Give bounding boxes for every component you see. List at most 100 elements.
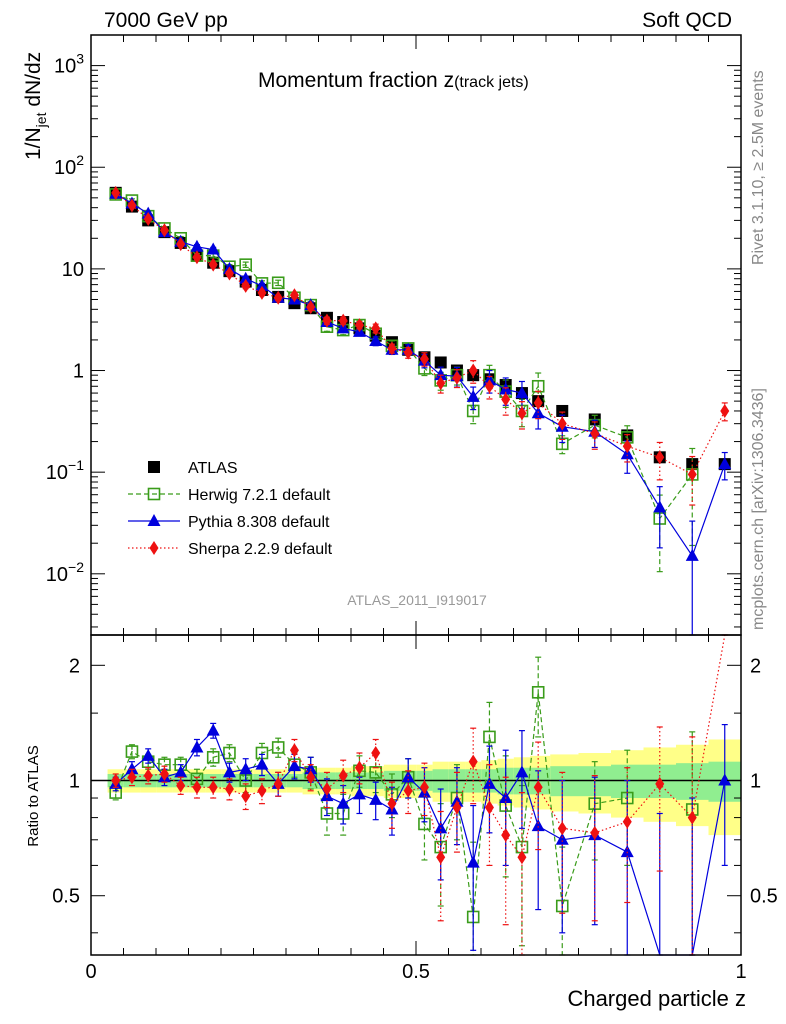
main-sherpa-point — [289, 288, 299, 303]
main-ytick-label: 10−2 — [46, 559, 84, 586]
main-sherpa-point — [452, 370, 462, 385]
header-left: 7000 GeV pp — [104, 9, 228, 32]
ratio-sherpa-point — [468, 754, 478, 769]
ratio-pythia-point — [482, 776, 496, 789]
ratio-sherpa-point — [557, 821, 567, 836]
ratio-ytick-label-left: 2 — [69, 655, 80, 677]
legend-item-atlas: ATLAS — [148, 460, 238, 477]
main-ytick-label: 1 — [73, 361, 84, 383]
main-sherpa-line — [115, 192, 726, 476]
xtick-label: 0.5 — [402, 961, 430, 983]
ratio-pythia-point — [531, 819, 545, 832]
main-pythia-point — [239, 271, 253, 284]
ratio-pythia-point — [466, 855, 480, 868]
ratio-sherpa-line — [115, 634, 726, 860]
ratio-ytick-label-right: 1 — [750, 771, 761, 793]
ratio-pythia-point — [222, 765, 236, 778]
main-herwig-point — [239, 258, 252, 271]
legend-marker-pythia — [147, 514, 161, 526]
ratio-sherpa-point — [517, 850, 527, 865]
main-sherpa-point — [192, 250, 202, 265]
legend-label-pythia: Pythia 8.308 default — [188, 514, 330, 531]
ratio-sherpa-point — [436, 850, 446, 865]
main-ytick-label: 102 — [54, 152, 84, 179]
main-sherpa-point — [517, 406, 527, 421]
ratio-sherpa-point — [687, 810, 697, 825]
ratio-pythia-point — [336, 796, 350, 809]
legend-item-herwig: Herwig 7.2.1 default — [128, 487, 331, 504]
svg-text:1/Njet dN/dz: 1/Njet dN/dz — [22, 52, 49, 160]
main-sherpa-point — [419, 351, 429, 366]
ratio-pythia-point — [255, 757, 269, 770]
ratio-sherpa-point — [273, 776, 283, 791]
main-sherpa-point — [687, 467, 697, 482]
ratio-sherpa-point — [241, 789, 251, 804]
ratio-pythia-point — [555, 832, 569, 845]
legend-label-herwig: Herwig 7.2.1 default — [188, 487, 331, 504]
main-pythia-point — [206, 242, 220, 255]
main-pythia-point — [515, 386, 529, 399]
main-pythia-point — [718, 457, 732, 470]
main-ylabel: 1/Njet dN/dz — [22, 52, 49, 160]
ratio-sherpa-point — [306, 770, 316, 785]
main-atlas-point — [686, 458, 699, 471]
ratio-pythia-point — [352, 787, 366, 800]
legend-marker-herwig — [147, 487, 161, 501]
ratio-sherpa-point — [403, 783, 413, 798]
ratio-sherpa-point — [590, 825, 600, 840]
main-sherpa-point — [306, 300, 316, 315]
main-pythia-point — [369, 334, 383, 347]
main-sherpa-point — [159, 223, 169, 238]
xtick-label: 1 — [735, 961, 746, 983]
ratio-herwig-point — [369, 766, 383, 779]
main-sherpa-point — [371, 321, 381, 336]
main-pythia-point — [190, 239, 204, 252]
main-sherpa-point — [436, 376, 446, 391]
ratio-ylabel: Ratio to ATLAS — [25, 745, 42, 846]
main-sherpa-point — [403, 345, 413, 360]
ratio-sherpa-point — [257, 783, 267, 798]
main-ytick-label: 10−1 — [46, 457, 84, 484]
ratio-ytick-label-right: 0.5 — [750, 886, 778, 908]
xtick-label: 0 — [85, 961, 96, 983]
main-herwig-point — [271, 276, 285, 290]
ratio-pythia-point — [499, 791, 513, 804]
main-atlas-point — [556, 404, 569, 417]
ratio-sherpa-point — [622, 814, 632, 829]
ratio-sherpa-point — [111, 773, 121, 788]
ratio-pythia-point — [174, 765, 188, 778]
legend-label-atlas: ATLAS — [188, 460, 238, 477]
ratio-ytick-label-left: 0.5 — [52, 886, 80, 908]
ratio-herwig-point — [223, 746, 236, 760]
data-layer — [109, 185, 732, 956]
legend-item-pythia: Pythia 8.308 default — [128, 514, 330, 531]
ratio-pythia-point — [239, 762, 253, 775]
main-sherpa-point — [176, 237, 186, 252]
ratio-sherpa-point — [289, 743, 299, 758]
ratio-sherpa-point — [176, 778, 186, 793]
ratio-sherpa-point — [501, 828, 511, 843]
ratio-sherpa-point — [127, 770, 137, 785]
ratio-sherpa-point — [533, 780, 543, 795]
ratio-sherpa-point — [208, 780, 218, 795]
ratio-pythia-point — [190, 740, 204, 753]
ratio-pythia-point — [620, 845, 634, 858]
main-sherpa-point — [127, 198, 137, 213]
main-series-atlas — [109, 186, 731, 471]
ratio-herwig-point — [125, 745, 139, 758]
ratio-sherpa-point — [338, 768, 348, 783]
main-sherpa-point — [224, 266, 234, 281]
ratio-herwig-point — [483, 730, 496, 744]
ratio-sherpa-point — [484, 800, 494, 815]
ratio-sherpa-point — [371, 746, 381, 761]
ratio-sherpa-point — [224, 782, 234, 797]
ratio-sherpa-point — [322, 782, 332, 797]
main-pythia-point — [255, 278, 269, 291]
main-sherpa-point — [111, 185, 121, 200]
legend-item-sherpa: Sherpa 2.2.9 default — [128, 541, 333, 558]
ratio-pythia-point — [125, 762, 139, 775]
ratio-pythia-point — [718, 773, 732, 786]
main-sherpa-point — [338, 313, 348, 328]
main-sherpa-point — [241, 278, 251, 293]
